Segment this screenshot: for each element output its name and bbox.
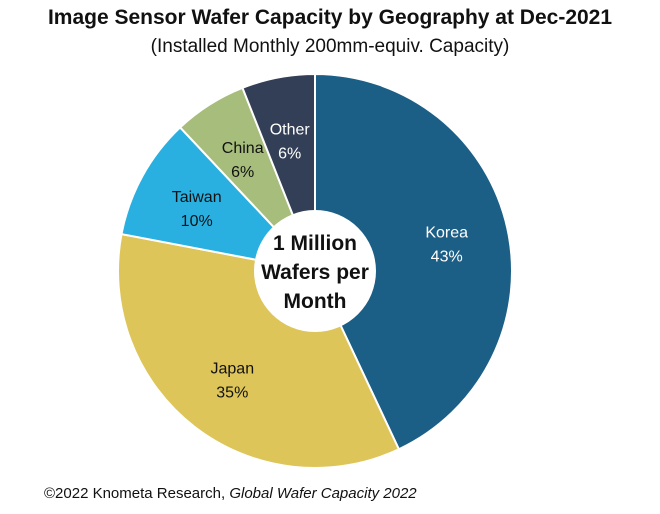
slice-value-taiwan: 10% xyxy=(181,213,213,230)
donut-center-label: 1 Million Wafers per Month xyxy=(261,232,369,313)
slice-label-taiwan: Taiwan xyxy=(172,189,222,206)
slice-korea xyxy=(314,72,513,451)
slice-value-japan: 35% xyxy=(216,385,248,402)
slice-label-korea: Korea xyxy=(425,225,468,242)
chart-title: Image Sensor Wafer Capacity by Geography… xyxy=(47,6,613,29)
slice-japan xyxy=(117,232,401,469)
credit-prefix: ©2022 Knometa Research, xyxy=(44,485,230,502)
slice-value-china: 6% xyxy=(231,164,254,181)
center-label-line: Wafers per xyxy=(261,261,369,284)
slice-label-japan: Japan xyxy=(211,361,255,378)
center-label-line: Month xyxy=(284,290,347,313)
slice-value-other: 6% xyxy=(278,145,301,162)
source-credit: ©2022 Knometa Research, Global Wafer Cap… xyxy=(44,485,417,502)
donut-center-hole xyxy=(254,210,376,332)
slice-value-korea: 43% xyxy=(431,249,463,266)
center-label-line: 1 Million xyxy=(273,232,357,255)
chart-subtitle: (Installed Monthly 200mm-equiv. Capacity… xyxy=(150,36,510,57)
credit-source: Global Wafer Capacity 2022 xyxy=(229,485,417,502)
slice-label-china: China xyxy=(222,140,264,157)
donut-slice-labels: Korea 43% Japan 35% Taiwan 10% China 6% Other 6% xyxy=(172,121,468,401)
slice-label-other: Other xyxy=(270,121,311,138)
